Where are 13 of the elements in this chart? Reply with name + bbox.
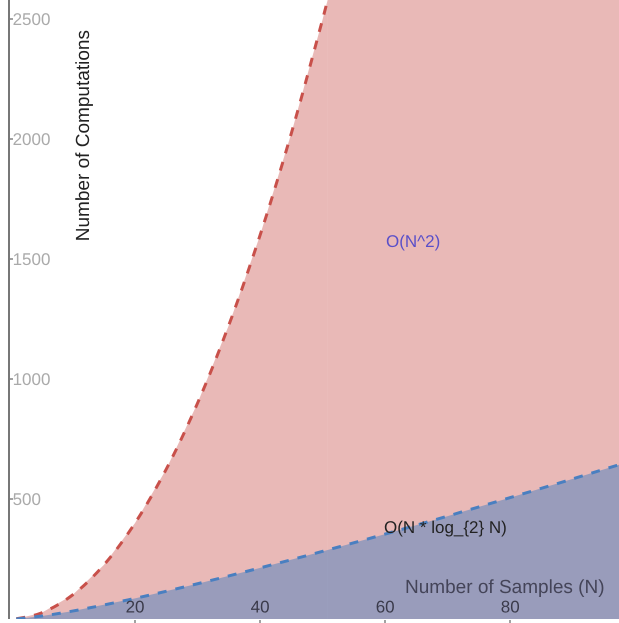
x-tick-label: 20 bbox=[126, 598, 145, 617]
y-axis-title: Number of Computations bbox=[72, 30, 94, 242]
y-tick-label: 2500 bbox=[12, 10, 50, 30]
x-tick-label: 60 bbox=[376, 598, 395, 617]
annotation: O(N^2) bbox=[386, 232, 440, 251]
y-tick-label: 500 bbox=[12, 490, 41, 509]
y-tick-label: 1000 bbox=[12, 370, 50, 390]
y-tick-label: 2000 bbox=[12, 130, 50, 150]
x-tick-label: 80 bbox=[500, 598, 520, 617]
x-tick-label: 40 bbox=[250, 598, 270, 617]
x-axis-title: Number of Samples (N) bbox=[405, 577, 605, 598]
annotation: O(N * log_{2} N) bbox=[384, 518, 507, 537]
y-tick-label: 1500 bbox=[12, 250, 50, 270]
